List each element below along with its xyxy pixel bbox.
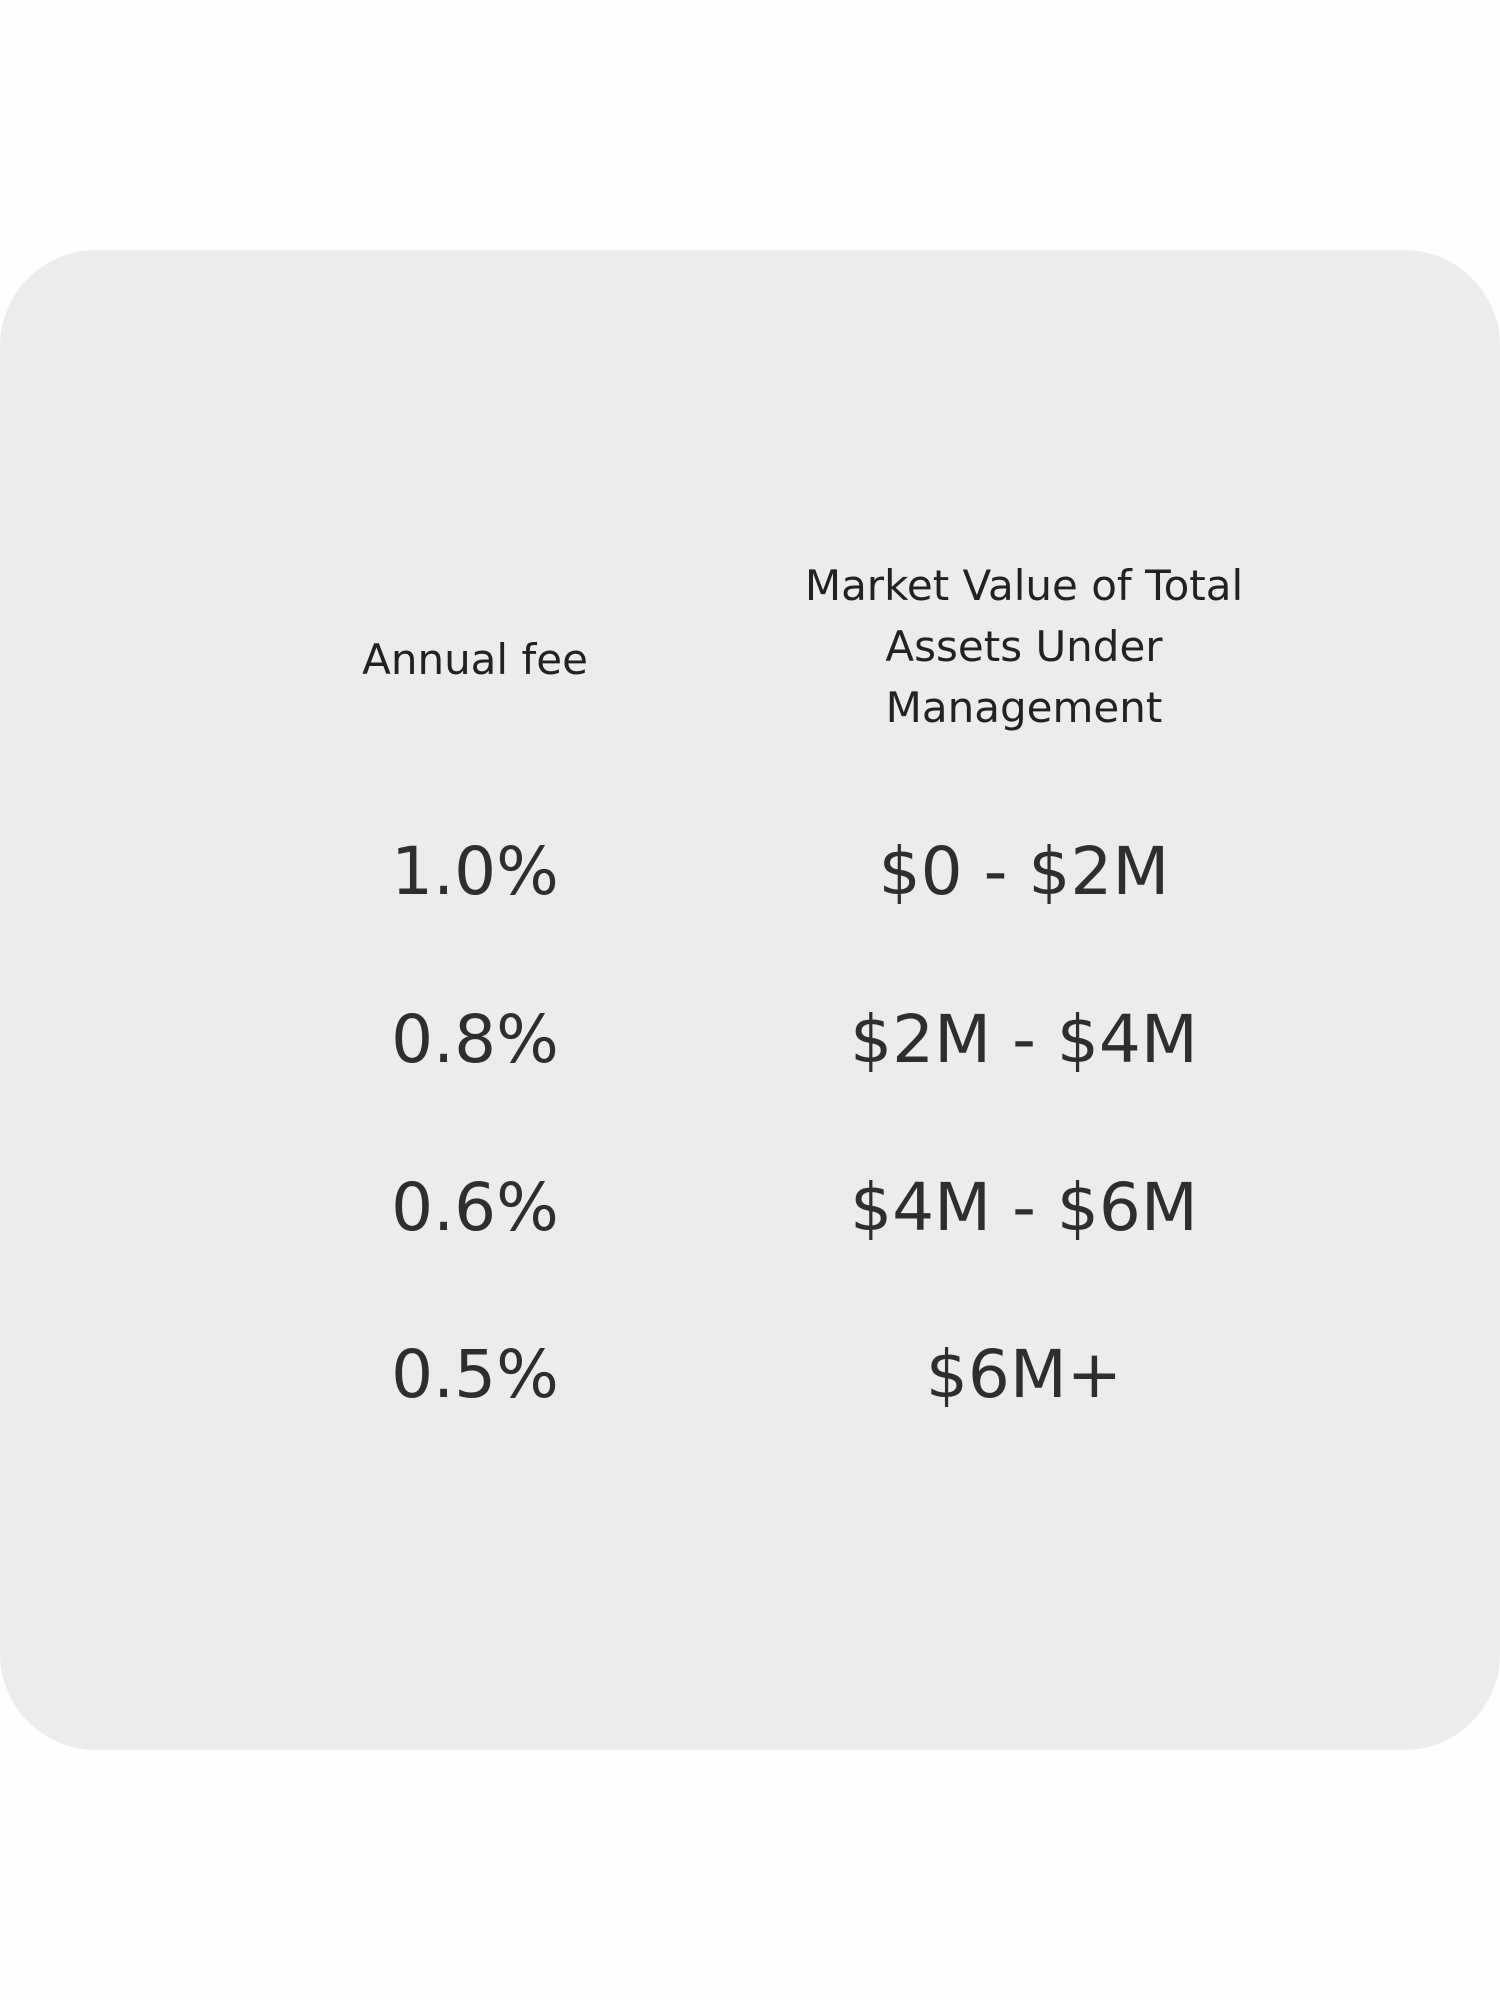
fee-card [0, 250, 1500, 1750]
table-cell: $2M - $4M [850, 1001, 1198, 1078]
header-cell: Market Value of Total Assets Under Manag… [804, 561, 1244, 732]
table-cell: 0.8% [391, 1001, 559, 1078]
table-cell: 1.0% [391, 833, 559, 910]
table-cell: 0.5% [391, 1336, 559, 1413]
table-cell: $0 - $2M [878, 833, 1170, 910]
table-cell: $6M+ [925, 1336, 1123, 1413]
table-cell: $4M - $6M [850, 1169, 1198, 1246]
table-cell: 0.6% [391, 1169, 559, 1246]
header-cell: Annual fee [362, 635, 588, 684]
